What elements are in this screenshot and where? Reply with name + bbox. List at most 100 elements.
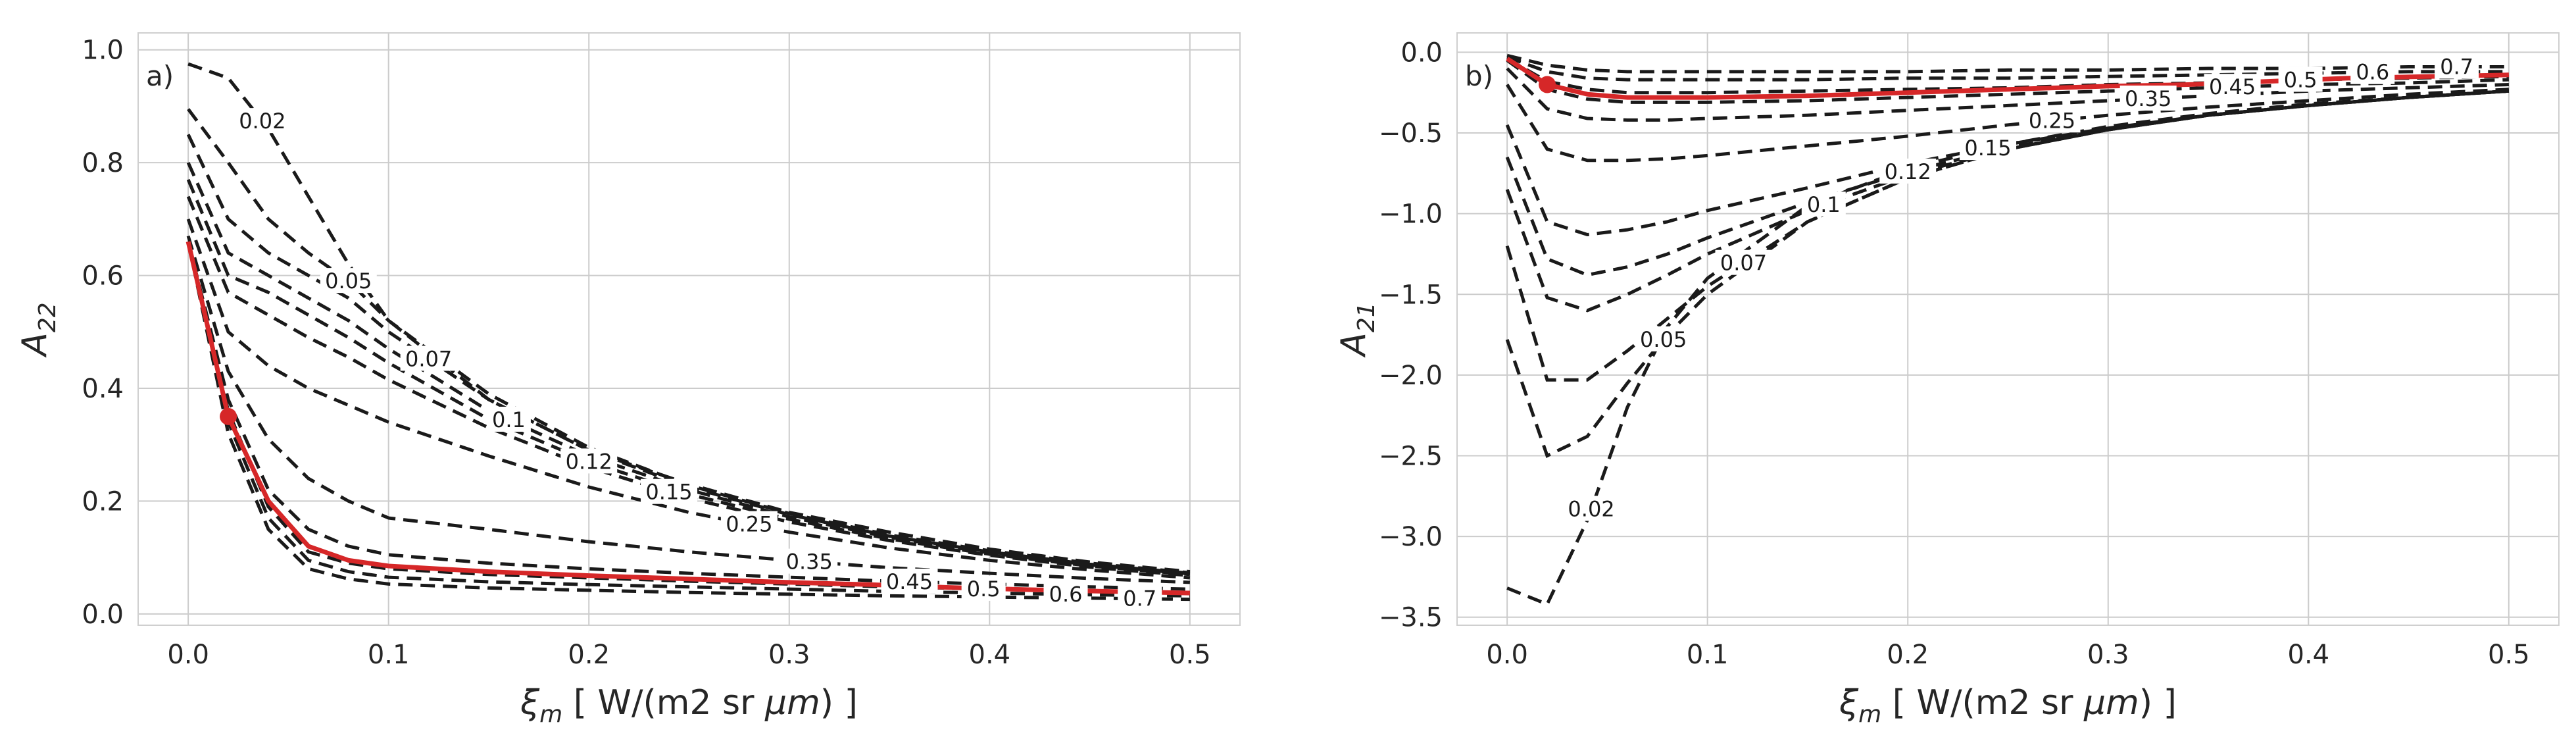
- contour-label-bg: [2350, 59, 2395, 84]
- contour-label: 0.15: [645, 480, 692, 505]
- contour-line-0.25: [1505, 84, 2510, 163]
- x-tick-label: 0.5: [1169, 640, 1211, 670]
- y-tick-label: −0.5: [1379, 118, 1443, 149]
- contour-label-bg: [1879, 158, 1937, 184]
- contour-label-bg: [1715, 249, 1772, 275]
- y-tick-label: 1.0: [82, 36, 124, 66]
- y-tick-label: 0.0: [1400, 38, 1443, 68]
- contour-label: 0.1: [492, 407, 526, 432]
- contour-line-0.02: [187, 62, 1191, 574]
- x-tick-label: 0.0: [1486, 640, 1528, 670]
- contour-label: 0.7: [2440, 54, 2473, 79]
- panel-b: 0.0 0.1 0.2 0.3 0.4 0.5 0.0 −0.5 −1.0 −1.5 −2.0 −2.…: [1334, 32, 2560, 728]
- contour-label-bg: [781, 548, 838, 574]
- x-tick-label: 0.3: [2087, 640, 2129, 670]
- contour-label-bg: [2204, 74, 2261, 99]
- contour-label-bg: [1960, 135, 2017, 161]
- contour-label-bg: [1563, 496, 1620, 521]
- contour-label-bg: [2119, 86, 2177, 111]
- contour-line-0.7: [186, 241, 1190, 602]
- y-tick-label: 0.2: [82, 486, 124, 517]
- y-tick-label: −1.0: [1379, 199, 1443, 230]
- contour-label-bg: [400, 346, 457, 371]
- x-tick-label: 0.4: [969, 640, 1011, 670]
- y-tick-label: −2.0: [1379, 361, 1443, 391]
- y-tick-label: −3.5: [1379, 603, 1443, 633]
- y-axis-label: A21: [1334, 302, 1380, 357]
- x-tick-label: 0.1: [368, 640, 410, 670]
- plot-frame: [137, 32, 1241, 626]
- contour-line-0.25: [186, 218, 1191, 580]
- contour-label-bg: [1801, 192, 1846, 217]
- contour-label-bg: [2023, 107, 2081, 133]
- contour-label: 0.6: [2356, 60, 2389, 85]
- contour-line-0.07: [186, 134, 1191, 575]
- contour-label: 0.25: [2029, 108, 2075, 133]
- contour-line-0.15: [186, 195, 1191, 578]
- contour-label: 0.45: [2209, 74, 2256, 99]
- contour-line-0.15: [1505, 89, 2510, 237]
- x-axis-label: ξm [ W/(m2 sr μm) ]: [520, 683, 858, 728]
- contour-label: 0.07: [1720, 251, 1767, 276]
- contour-label: 0.12: [1885, 159, 1931, 184]
- contour-label: 0.05: [325, 269, 372, 294]
- contour-label: 0.45: [886, 569, 933, 594]
- x-axis-label: ξm [ W/(m2 sr μm) ]: [1839, 683, 2177, 728]
- contour-label-bg: [2435, 53, 2479, 79]
- contour-label: 0.1: [1807, 192, 1841, 217]
- contour-label: 0.05: [1640, 327, 1687, 352]
- contour-line-0.35: [186, 235, 1190, 584]
- contour-label-bg: [720, 511, 778, 536]
- series-group: 0.02 0.05 0.07 0.1 0.12 0.15 0.25 0.35 0.45 0.5 0.…: [186, 62, 1191, 611]
- x-tick-label: 0.2: [1887, 640, 1929, 670]
- plot-frame: [1456, 32, 2560, 626]
- plot-area: [138, 33, 1240, 625]
- panel-label: b): [1465, 60, 1493, 92]
- contour-label: 0.12: [566, 449, 612, 474]
- contour-label-bg: [320, 268, 377, 294]
- contour-label-bg: [881, 569, 938, 594]
- y-tick-label: −3.0: [1379, 522, 1443, 552]
- x-tick-label: 0.3: [768, 640, 810, 670]
- contour-label: 0.6: [1049, 582, 1083, 607]
- contour-line-0.5: [186, 241, 1190, 594]
- contour-label-bg: [560, 448, 618, 474]
- y-tick-label: 0.8: [82, 148, 124, 178]
- contour-label-bg: [234, 108, 291, 134]
- contour-label-bg: [961, 575, 1006, 601]
- series-group: 0.02 0.05 0.07 0.1 0.12 0.15 0.25 0.35 0.45 0.5 0.…: [1505, 53, 2510, 607]
- y-axis-label: A22: [15, 302, 61, 357]
- contour-label: 0.15: [1964, 136, 2011, 161]
- contour-label: 0.35: [786, 550, 833, 575]
- x-tick-label: 0.5: [2488, 640, 2530, 670]
- panel-label: a): [146, 60, 174, 92]
- x-tick-label: 0.4: [2288, 640, 2330, 670]
- contour-label-bg: [1043, 581, 1088, 607]
- y-tick-label: −1.5: [1379, 280, 1443, 310]
- contour-label: 0.7: [1123, 586, 1156, 611]
- contour-label-bg: [641, 478, 698, 504]
- contour-label-bg: [1635, 326, 1692, 351]
- contour-label: 0.35: [2125, 86, 2171, 111]
- contour-label-bg: [486, 407, 531, 432]
- contour-line-0.1: [186, 162, 1191, 576]
- y-tick-label: 0.4: [82, 374, 124, 404]
- contour-label: 0.02: [1568, 496, 1614, 521]
- x-tick-label: 0.1: [1687, 640, 1729, 670]
- contour-label: 0.07: [405, 346, 452, 371]
- highlight-point: [220, 407, 237, 425]
- contour-label-bg: [1118, 585, 1162, 611]
- contour-label: 0.25: [726, 512, 772, 537]
- x-tick-label: 0.2: [568, 640, 610, 670]
- highlight-point: [1539, 76, 1556, 93]
- panel-a: 0.0 0.1 0.2 0.3 0.4 0.5 0.0 0.2 0.4 0.6 0.8 1.0 0.02…: [15, 32, 1241, 728]
- contour-label: 0.02: [239, 109, 285, 134]
- y-tick-label: −2.5: [1379, 442, 1443, 472]
- y-tick-label: 0.0: [82, 600, 124, 630]
- y-tick-label: 0.6: [82, 261, 124, 292]
- x-tick-label: 0.0: [167, 640, 209, 670]
- contour-label: 0.5: [2284, 68, 2317, 93]
- contour-label: 0.5: [967, 577, 1001, 602]
- contour-label-bg: [2278, 66, 2323, 92]
